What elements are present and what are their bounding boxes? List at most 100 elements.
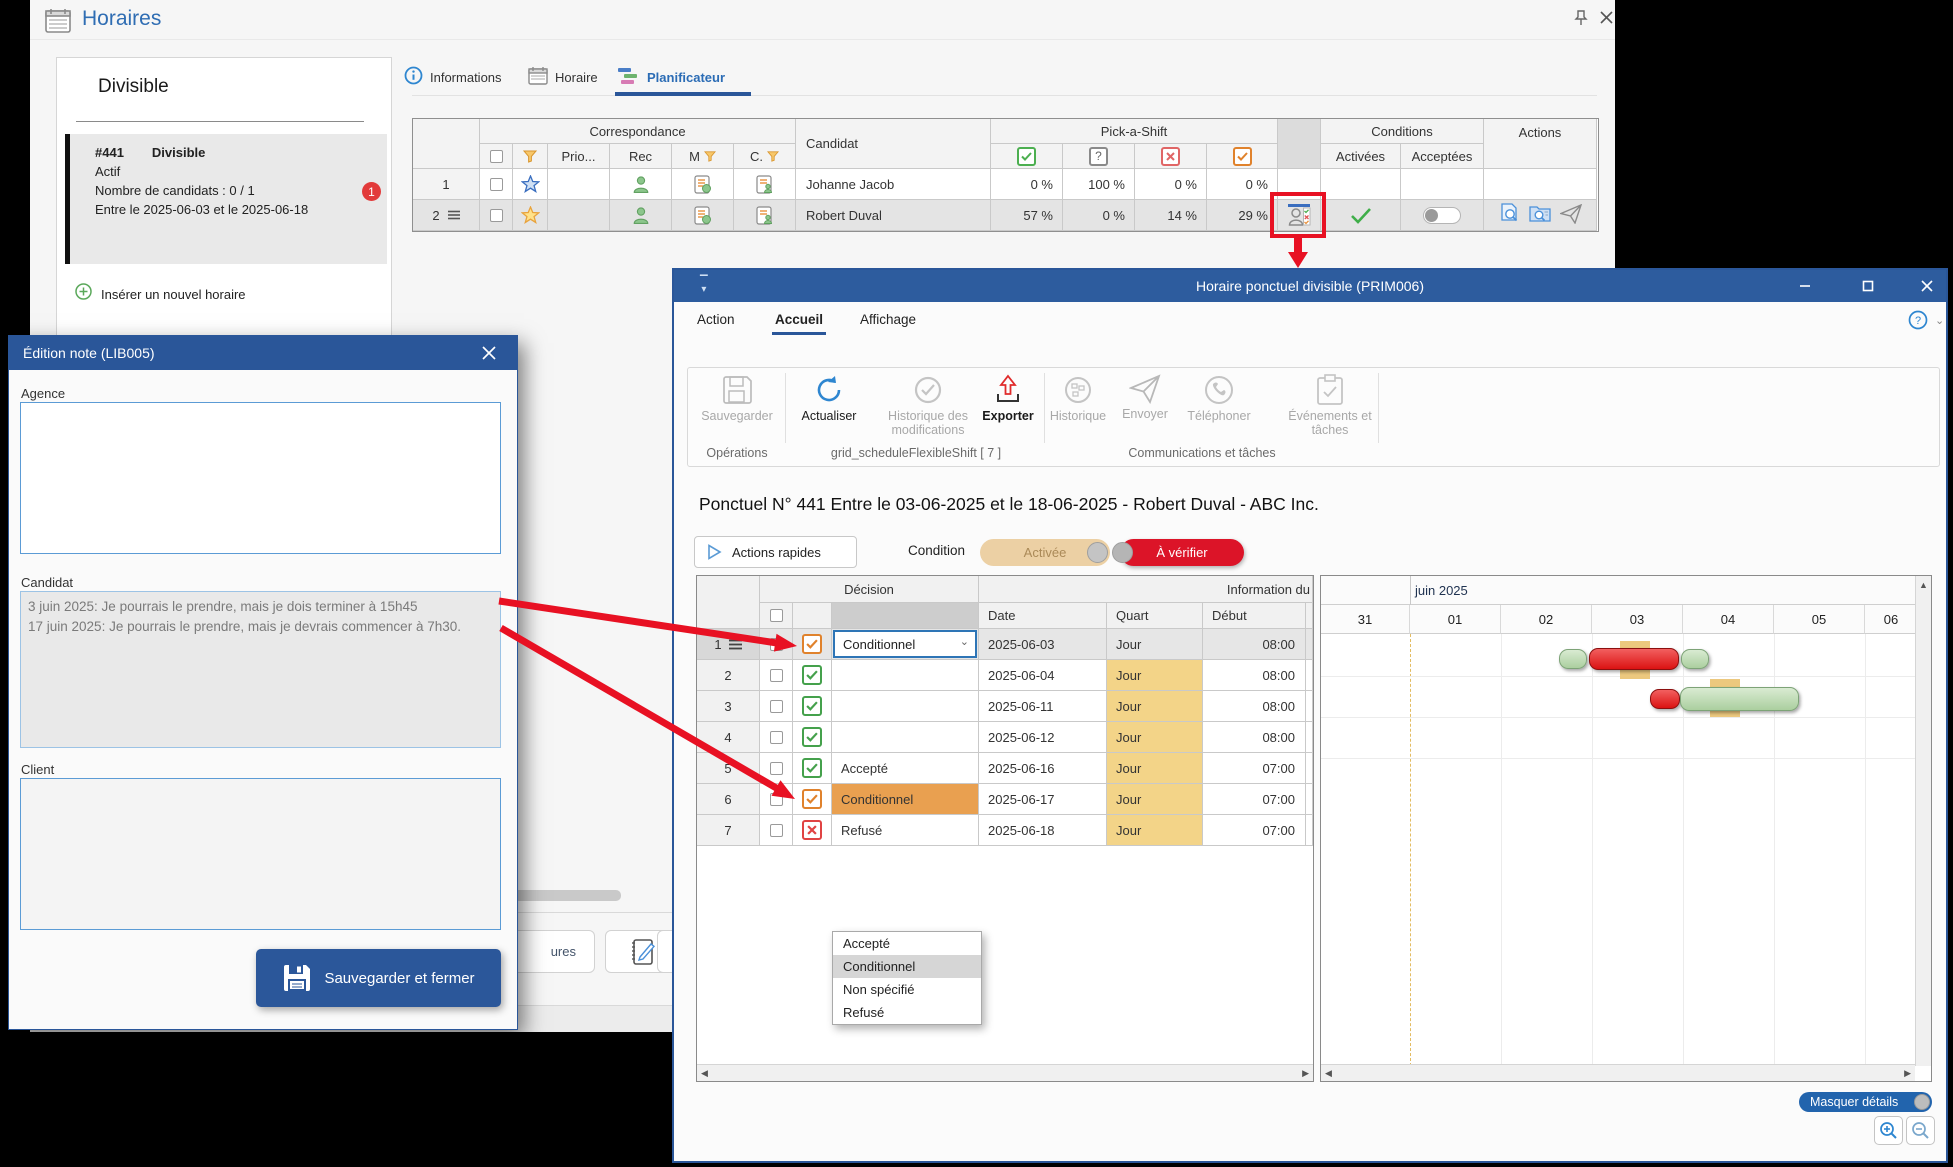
send-icon[interactable] <box>1558 203 1582 227</box>
row-checkbox[interactable] <box>480 169 513 200</box>
decision-cell[interactable] <box>832 660 979 691</box>
scroll-left-arrow[interactable]: ◀ <box>1325 1067 1332 1078</box>
dropdown-option[interactable]: Accepté <box>843 936 890 951</box>
agence-field[interactable] <box>20 402 501 554</box>
acceptees-toggle[interactable] <box>1401 200 1484 231</box>
decision-check-accepted[interactable] <box>793 753 832 784</box>
decision-check-accepted[interactable] <box>793 660 832 691</box>
decision-cell[interactable] <box>832 691 979 722</box>
scroll-right-arrow[interactable]: ▶ <box>1302 1067 1309 1078</box>
client-field[interactable] <box>20 778 501 930</box>
col-date[interactable]: Date <box>979 603 1107 629</box>
decision-grid-hscrollbar[interactable]: ◀ ▶ <box>697 1064 1313 1081</box>
col-quart[interactable]: Quart <box>1107 603 1203 629</box>
sauvegarder-button[interactable]: Sauvegarder <box>696 374 778 423</box>
decision-check-accepted[interactable] <box>793 691 832 722</box>
star-icon[interactable] <box>513 169 548 200</box>
col-m[interactable]: M <box>672 144 734 169</box>
candidate-name[interactable]: Robert Duval <box>796 200 991 231</box>
dropdown-option[interactable]: Refusé <box>843 1005 885 1020</box>
exporter-button[interactable]: Exporter <box>975 374 1041 423</box>
col-c[interactable]: C. <box>734 144 796 169</box>
scroll-up-arrow[interactable]: ▲ <box>1919 580 1928 590</box>
ribbon-tab-affichage[interactable]: Affichage <box>860 312 917 327</box>
note-list-icon[interactable] <box>672 200 734 231</box>
gantt-bar-green[interactable] <box>1681 649 1709 669</box>
star-icon[interactable] <box>513 200 548 231</box>
row-checkbox[interactable] <box>760 660 793 691</box>
note-list-icon[interactable] <box>672 169 734 200</box>
tab-planificateur[interactable]: Planificateur <box>618 62 725 92</box>
gantt-bar-red[interactable] <box>1589 648 1679 670</box>
minimize-icon[interactable] <box>1796 277 1814 295</box>
zoom-in-button[interactable] <box>1874 1116 1903 1145</box>
view-document-icon[interactable] <box>1499 203 1520 227</box>
tab-horaire[interactable]: Horaire <box>528 62 598 92</box>
col-rec[interactable]: Rec <box>610 144 672 169</box>
gantt-bar-green[interactable] <box>1680 687 1799 711</box>
decision-cell[interactable]: Conditionnel <box>832 784 979 815</box>
decision-cell[interactable]: Conditionnel ⌄ <box>832 629 979 660</box>
close-icon[interactable] <box>482 346 496 363</box>
close-icon[interactable] <box>1918 277 1936 295</box>
actualiser-button[interactable]: Actualiser <box>791 374 867 423</box>
quick-actions-button[interactable]: Actions rapides <box>694 536 857 568</box>
decision-check-conditional[interactable] <box>793 784 832 815</box>
gantt-bar-red[interactable] <box>1650 689 1680 709</box>
col-prio[interactable]: Prio... <box>548 144 610 169</box>
candidate-name[interactable]: Johanne Jacob <box>796 169 991 200</box>
row-checkbox[interactable] <box>760 753 793 784</box>
row-checkbox[interactable] <box>480 200 513 231</box>
toggle-a-verifier[interactable]: À vérifier <box>1112 539 1244 566</box>
toggle-activee[interactable]: Activée <box>980 539 1110 566</box>
col-accepted-icon[interactable] <box>991 144 1063 169</box>
horizontal-scrollbar-thumb[interactable] <box>513 890 621 901</box>
note-person-icon[interactable] <box>734 169 796 200</box>
row-checkbox[interactable] <box>760 815 793 846</box>
decision-cell[interactable]: Accepté <box>832 753 979 784</box>
decision-check-refused[interactable] <box>793 815 832 846</box>
quick-access-icon[interactable]: ▔ ▾ <box>700 276 708 295</box>
decision-cell[interactable]: Refusé <box>832 815 979 846</box>
candidat-field[interactable]: 3 juin 2025: Je pourrais le prendre, mai… <box>20 591 501 748</box>
row-checkbox[interactable] <box>760 691 793 722</box>
schedule-list-item[interactable]: #441 Divisible Actif Nombre de candidats… <box>65 134 387 264</box>
person-check-icon[interactable] <box>1278 200 1321 231</box>
col-activees[interactable]: Activées <box>1321 144 1401 169</box>
note-person-icon[interactable] <box>734 200 796 231</box>
col-debut[interactable]: Début <box>1203 603 1306 629</box>
decision-cell[interactable] <box>832 722 979 753</box>
historique-button[interactable]: Historique <box>1040 374 1116 423</box>
decision-check-accepted[interactable] <box>793 722 832 753</box>
tab-informations[interactable]: Informations <box>404 62 502 92</box>
select-all-checkbox[interactable] <box>480 144 513 169</box>
maximize-icon[interactable] <box>1859 277 1877 295</box>
col-acceptees[interactable]: Acceptées <box>1401 144 1484 169</box>
decision-combobox[interactable]: Conditionnel ⌄ <box>833 630 977 658</box>
zoom-out-button[interactable] <box>1906 1116 1935 1145</box>
help-icon[interactable]: ? <box>1908 310 1928 335</box>
gantt-hscrollbar[interactable]: ◀ ▶ <box>1321 1064 1915 1081</box>
row-checkbox[interactable] <box>760 722 793 753</box>
ribbon-tab-action[interactable]: Action <box>697 312 735 327</box>
row-checkbox[interactable] <box>760 784 793 815</box>
scroll-left-arrow[interactable]: ◀ <box>701 1067 708 1078</box>
col-refused-icon[interactable] <box>1135 144 1207 169</box>
decision-header[interactable] <box>832 603 979 629</box>
gantt-bar-green[interactable] <box>1559 649 1587 669</box>
dropdown-option[interactable]: Non spécifié <box>843 982 915 997</box>
filter-icon[interactable] <box>513 144 548 169</box>
add-schedule-button[interactable]: Insérer un nouvel horaire <box>75 283 246 305</box>
ribbon-tab-accueil[interactable]: Accueil <box>775 312 824 327</box>
evenements-taches-button[interactable]: Événements et tâches <box>1282 374 1378 437</box>
scroll-right-arrow[interactable]: ▶ <box>1904 1067 1911 1078</box>
gantt-vscrollbar[interactable]: ▲ <box>1915 576 1931 1066</box>
search-folder-icon[interactable] <box>1528 204 1551 226</box>
col-conditional-icon[interactable] <box>1207 144 1278 169</box>
telephoner-button[interactable]: Téléphoner <box>1178 374 1260 423</box>
save-close-button[interactable]: Sauvegarder et fermer <box>256 949 501 1007</box>
row-checkbox[interactable] <box>760 629 793 660</box>
select-all-checkbox[interactable] <box>760 603 793 629</box>
close-icon[interactable] <box>1600 11 1613 29</box>
pin-icon[interactable] <box>1574 10 1588 31</box>
